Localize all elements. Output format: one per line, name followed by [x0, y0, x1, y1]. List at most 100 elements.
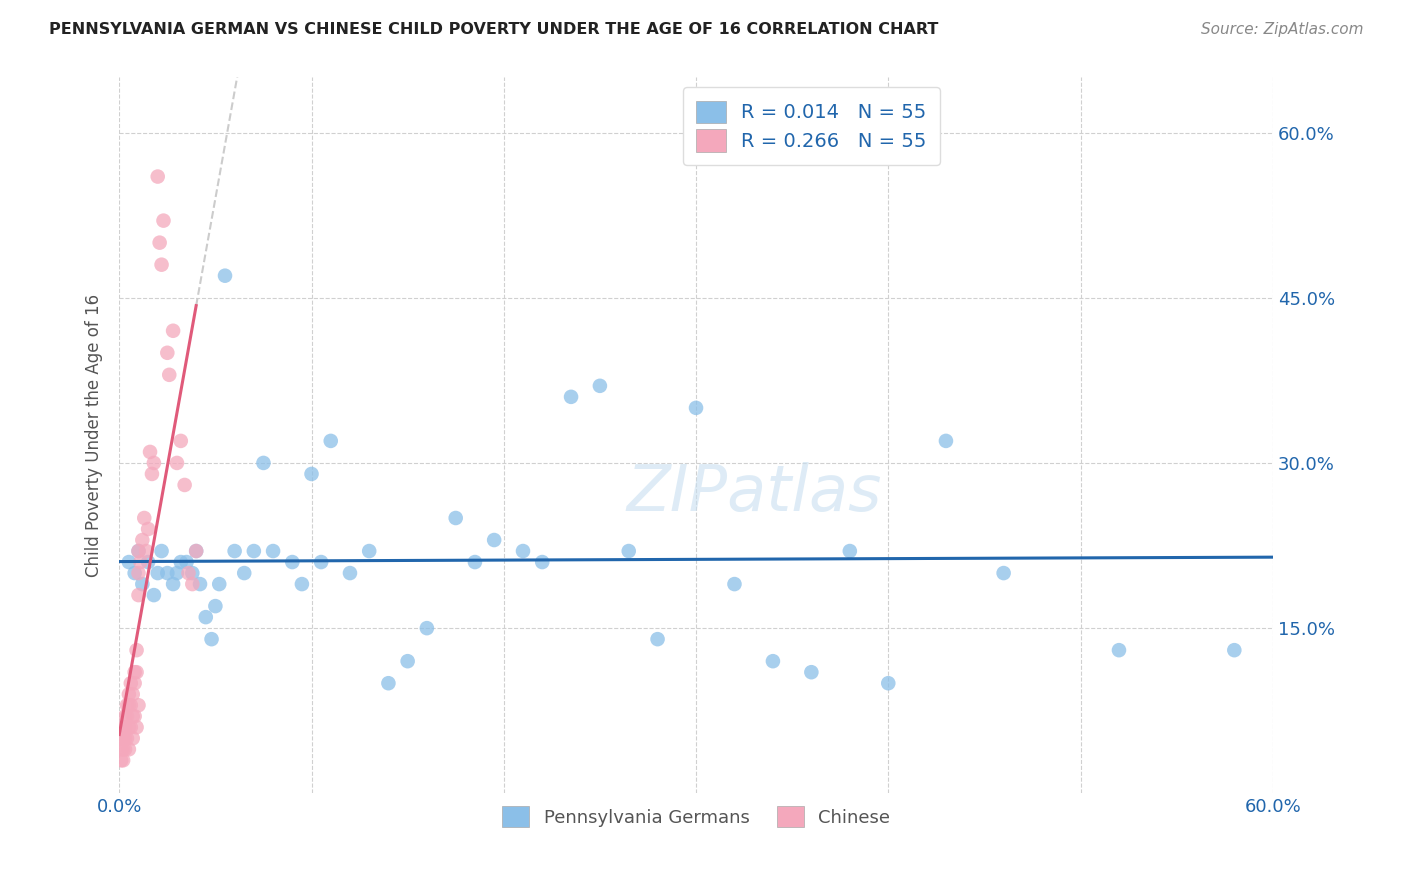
Point: [1223, 643, 1246, 657]
Point: [114, 720, 136, 734]
Point: [118, 687, 141, 701]
Point: [647, 632, 669, 647]
Point: [482, 533, 505, 547]
Point: [129, 555, 152, 569]
Point: [204, 599, 226, 613]
Point: [125, 720, 148, 734]
Point: [124, 709, 146, 723]
Point: [1108, 643, 1130, 657]
Point: [124, 676, 146, 690]
Point: [319, 434, 342, 448]
Point: [512, 544, 534, 558]
Point: [131, 533, 153, 547]
Legend: Pennsylvania Germans, Chinese: Pennsylvania Germans, Chinese: [495, 799, 897, 834]
Point: [444, 511, 467, 525]
Point: [120, 698, 142, 713]
Point: [115, 709, 138, 723]
Point: [176, 555, 198, 569]
Point: [208, 577, 231, 591]
Point: [156, 566, 179, 580]
Point: [233, 566, 256, 580]
Point: [115, 731, 138, 746]
Point: [723, 577, 745, 591]
Point: [124, 566, 146, 580]
Point: [339, 566, 361, 580]
Point: [128, 566, 150, 580]
Point: [224, 544, 246, 558]
Point: [589, 379, 612, 393]
Point: [200, 632, 222, 647]
Point: [262, 544, 284, 558]
Point: [118, 742, 141, 756]
Point: [156, 346, 179, 360]
Point: [935, 434, 957, 448]
Point: [112, 753, 135, 767]
Point: [359, 544, 381, 558]
Point: [464, 555, 486, 569]
Text: ZIPatlas: ZIPatlas: [626, 462, 882, 524]
Point: [617, 544, 640, 558]
Point: [170, 434, 193, 448]
Point: [142, 588, 165, 602]
Point: [128, 544, 150, 558]
Point: [177, 566, 200, 580]
Point: [114, 742, 136, 756]
Point: [188, 577, 211, 591]
Point: [560, 390, 582, 404]
Point: [194, 610, 217, 624]
Point: [170, 555, 193, 569]
Point: [186, 544, 208, 558]
Point: [124, 665, 146, 680]
Point: [112, 742, 135, 756]
Point: [118, 720, 141, 734]
Point: [146, 566, 169, 580]
Point: [214, 268, 236, 283]
Point: [877, 676, 900, 690]
Point: [112, 731, 135, 746]
Point: [141, 467, 163, 481]
Y-axis label: Child Poverty Under the Age of 16: Child Poverty Under the Age of 16: [86, 293, 103, 577]
Point: [142, 456, 165, 470]
Point: [162, 577, 184, 591]
Point: [152, 213, 174, 227]
Point: [243, 544, 266, 558]
Point: [114, 709, 136, 723]
Text: PENNSYLVANIA GERMAN VS CHINESE CHILD POVERTY UNDER THE AGE OF 16 CORRELATION CHA: PENNSYLVANIA GERMAN VS CHINESE CHILD POV…: [49, 22, 939, 37]
Text: Source: ZipAtlas.com: Source: ZipAtlas.com: [1201, 22, 1364, 37]
Point: [838, 544, 860, 558]
Point: [128, 544, 150, 558]
Point: [115, 698, 138, 713]
Point: [110, 731, 132, 746]
Point: [173, 478, 195, 492]
Point: [128, 698, 150, 713]
Point: [120, 720, 142, 734]
Point: [120, 676, 142, 690]
Point: [416, 621, 439, 635]
Point: [281, 555, 304, 569]
Point: [121, 687, 143, 701]
Point: [134, 511, 156, 525]
Point: [800, 665, 823, 680]
Point: [139, 445, 162, 459]
Point: [146, 169, 169, 184]
Point: [301, 467, 323, 481]
Point: [685, 401, 707, 415]
Point: [131, 577, 153, 591]
Point: [136, 555, 159, 569]
Point: [186, 544, 208, 558]
Point: [166, 566, 188, 580]
Point: [128, 588, 150, 602]
Point: [396, 654, 419, 668]
Point: [291, 577, 314, 591]
Point: [762, 654, 785, 668]
Point: [252, 456, 274, 470]
Point: [110, 742, 132, 756]
Point: [166, 456, 188, 470]
Point: [135, 544, 157, 558]
Point: [377, 676, 399, 690]
Point: [531, 555, 554, 569]
Point: [136, 522, 159, 536]
Point: [149, 235, 172, 250]
Point: [162, 324, 184, 338]
Point: [150, 258, 173, 272]
